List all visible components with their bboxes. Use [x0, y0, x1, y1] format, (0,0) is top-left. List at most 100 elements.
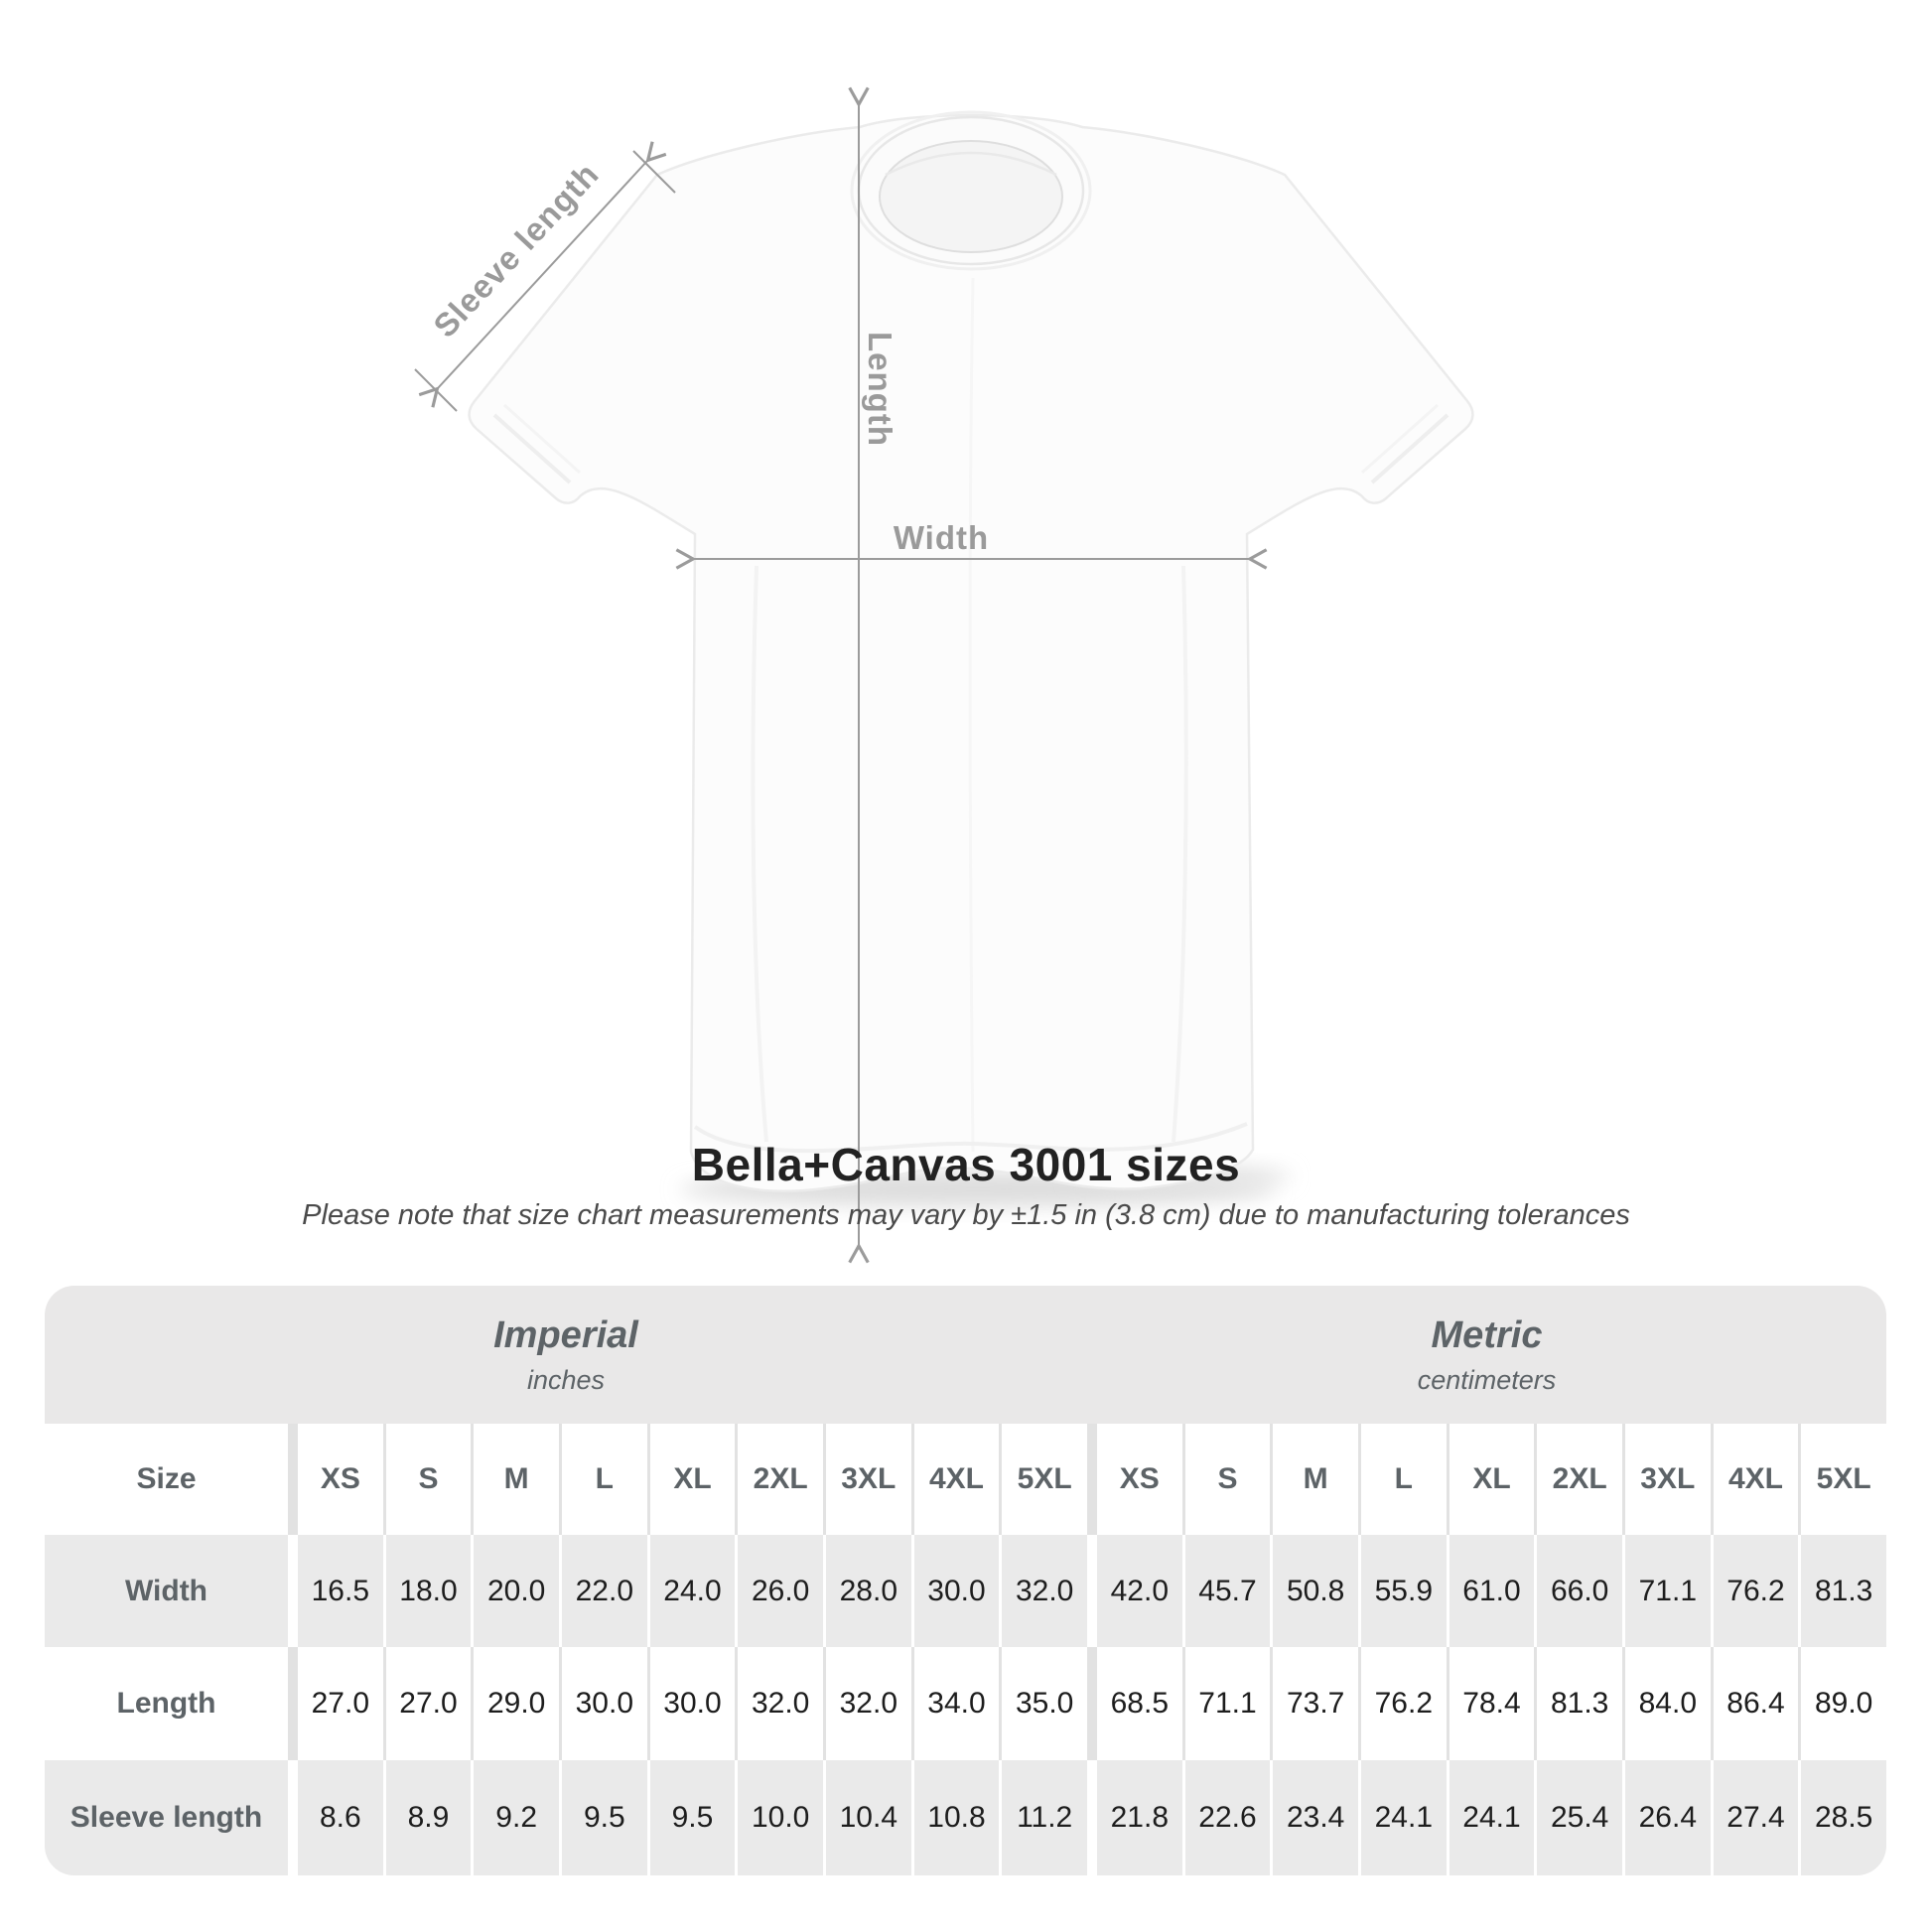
sleeve-length-arrow — [418, 141, 667, 408]
tolerance-note: Please note that size chart measurements… — [302, 1199, 1630, 1231]
value-cell: 30.0 — [561, 1647, 647, 1760]
sleeve-tick-bottom — [414, 368, 458, 412]
right-cuff-line-2 — [1360, 403, 1440, 475]
value-cell: 76.2 — [1713, 1535, 1799, 1647]
value-cell: 89.0 — [1801, 1647, 1886, 1760]
value-cell: 61.0 — [1449, 1535, 1535, 1647]
value-cell: 25.4 — [1537, 1760, 1622, 1875]
section-gap — [1090, 1760, 1094, 1875]
value-cell: 28.5 — [1801, 1760, 1886, 1875]
value-cell: 34.0 — [913, 1647, 1000, 1760]
sleeve-tick-top — [632, 150, 676, 194]
measurement-row: Sleeve length 8.6 8.9 9.2 9.5 9.5 10.0 10.4 10.8… — [45, 1760, 1886, 1875]
size-header-cell: 4XL — [913, 1424, 1000, 1535]
collar-opening — [879, 140, 1063, 253]
hem-stitch — [693, 1122, 1248, 1154]
size-header-cell: XS — [298, 1424, 383, 1535]
value-cell: 21.8 — [1096, 1760, 1182, 1875]
value-cell: 50.8 — [1273, 1535, 1358, 1647]
unit-section-header: Imperial inches Metric centimeters — [45, 1286, 1886, 1424]
value-cell: 68.5 — [1096, 1647, 1182, 1760]
value-cell: 78.4 — [1449, 1647, 1535, 1760]
value-cell: 9.5 — [561, 1760, 647, 1875]
value-cell: 8.9 — [385, 1760, 472, 1875]
size-header-cell: 3XL — [825, 1424, 911, 1535]
measurement-row: Length 27.0 27.0 29.0 30.0 30.0 32.0 32.0 34.0 35… — [45, 1647, 1886, 1760]
crease-center — [968, 277, 975, 1153]
page-title: Bella+Canvas 3001 sizes — [691, 1139, 1241, 1190]
value-cell: 76.2 — [1360, 1647, 1447, 1760]
size-header-cell: 2XL — [738, 1424, 823, 1535]
value-cell: 23.4 — [1273, 1760, 1358, 1875]
value-cell: 9.5 — [649, 1760, 736, 1875]
value-cell: 81.3 — [1801, 1535, 1886, 1647]
metric-section-header: Metric centimeters — [1087, 1286, 1886, 1424]
value-cell: 27.0 — [385, 1647, 472, 1760]
crease-right — [1172, 565, 1188, 1143]
size-header-cell: 3XL — [1624, 1424, 1711, 1535]
value-cell: 10.0 — [738, 1760, 823, 1875]
size-table-body: Size XS S M L XL 2XL 3XL 4XL 5XL XS S M L XL 2XL 3XL 4XL 5… — [45, 1424, 1886, 1875]
value-cell: 81.3 — [1537, 1647, 1622, 1760]
value-cell: 86.4 — [1713, 1647, 1799, 1760]
size-header-cell: S — [385, 1424, 472, 1535]
left-cuff-line — [492, 413, 572, 484]
value-cell: 24.1 — [1360, 1760, 1447, 1875]
value-cell: 32.0 — [1002, 1535, 1087, 1647]
section-gap — [1090, 1647, 1094, 1760]
right-cuff-line — [1370, 413, 1449, 484]
value-cell: 11.2 — [1002, 1760, 1087, 1875]
left-cuff-line-2 — [502, 403, 582, 475]
size-header-cell: 5XL — [1002, 1424, 1087, 1535]
size-header-cell: XL — [1449, 1424, 1535, 1535]
value-cell: 84.0 — [1624, 1647, 1711, 1760]
size-table: Imperial inches Metric centimeters Size X… — [45, 1286, 1886, 1875]
section-gap — [291, 1535, 295, 1647]
size-header-cell: S — [1184, 1424, 1271, 1535]
value-cell: 73.7 — [1273, 1647, 1358, 1760]
value-cell: 32.0 — [738, 1647, 823, 1760]
size-header-cell: M — [1273, 1424, 1358, 1535]
value-cell: 71.1 — [1624, 1535, 1711, 1647]
value-cell: 22.6 — [1184, 1760, 1271, 1875]
imperial-section-header: Imperial inches — [45, 1286, 1087, 1424]
size-header-cell: XL — [649, 1424, 736, 1535]
section-gap — [1090, 1424, 1094, 1535]
value-cell: 27.4 — [1713, 1760, 1799, 1875]
value-cell: 24.1 — [1449, 1760, 1535, 1875]
value-cell: 45.7 — [1184, 1535, 1271, 1647]
row-label: Width — [45, 1535, 288, 1647]
value-cell: 71.1 — [1184, 1647, 1271, 1760]
measurement-row: Width 16.5 18.0 20.0 22.0 24.0 26.0 28.0 30.0 32.… — [45, 1535, 1886, 1647]
imperial-section-title: Imperial — [493, 1313, 638, 1356]
value-cell: 18.0 — [385, 1535, 472, 1647]
length-label: Length — [862, 332, 898, 447]
section-gap — [1090, 1535, 1094, 1647]
size-header-cell: L — [561, 1424, 647, 1535]
value-cell: 32.0 — [825, 1647, 911, 1760]
section-gap — [291, 1760, 295, 1875]
tshirt-illustration — [414, 86, 1474, 1264]
width-label: Width — [893, 519, 990, 556]
back-neck-line — [885, 151, 1057, 177]
value-cell: 26.4 — [1624, 1760, 1711, 1875]
value-cell: 10.8 — [913, 1760, 1000, 1875]
value-cell: 30.0 — [913, 1535, 1000, 1647]
value-cell: 9.2 — [474, 1760, 559, 1875]
metric-section-unit: centimeters — [1417, 1364, 1557, 1395]
row-label: Sleeve length — [45, 1760, 288, 1875]
value-cell: 35.0 — [1002, 1647, 1087, 1760]
value-cell: 8.6 — [298, 1760, 383, 1875]
size-header-cell: XS — [1096, 1424, 1182, 1535]
value-cell: 20.0 — [474, 1535, 559, 1647]
tshirt-measurement-diagram: Sleeve length Length Width — [414, 86, 1474, 1264]
value-cell: 27.0 — [298, 1647, 383, 1760]
value-cell: 26.0 — [738, 1535, 823, 1647]
value-cell: 42.0 — [1096, 1535, 1182, 1647]
value-cell: 24.0 — [649, 1535, 736, 1647]
size-header-cell: 5XL — [1801, 1424, 1886, 1535]
metric-section-title: Metric — [1431, 1313, 1543, 1356]
size-header-cell: 4XL — [1713, 1424, 1799, 1535]
row-label: Length — [45, 1647, 288, 1760]
